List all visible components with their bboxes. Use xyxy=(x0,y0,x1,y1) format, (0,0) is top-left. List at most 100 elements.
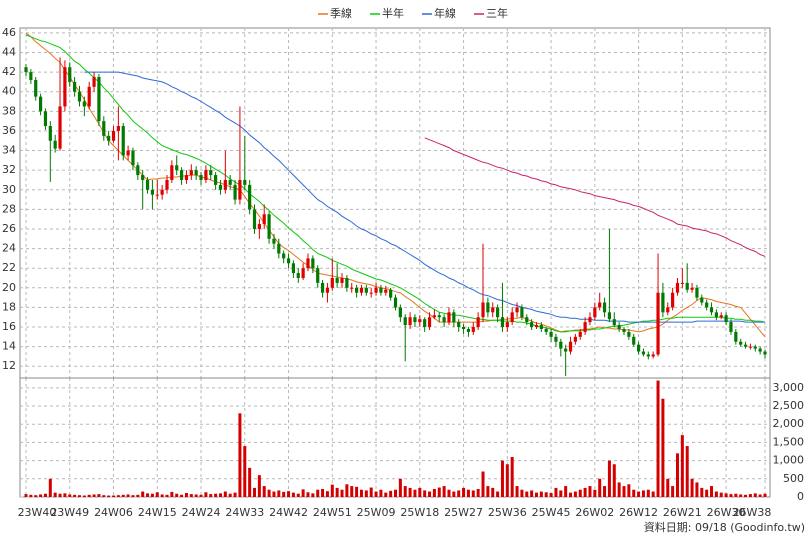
candle-body xyxy=(306,258,310,269)
candle-body xyxy=(325,287,330,293)
candle-body xyxy=(398,307,402,318)
volume-bar xyxy=(257,475,261,497)
candle-body xyxy=(714,312,718,318)
x-tick-label: 24W06 xyxy=(94,506,133,519)
volume-bar xyxy=(437,487,441,497)
candle-body xyxy=(145,179,150,190)
volume-bar xyxy=(184,492,188,497)
volume-bar xyxy=(141,491,145,497)
volume-bar xyxy=(413,489,417,497)
volume-bar xyxy=(690,478,694,497)
candle-body xyxy=(739,341,743,345)
volume-bar xyxy=(384,492,388,497)
volume-bar xyxy=(126,494,130,497)
volume-bar xyxy=(267,489,271,497)
candle-body xyxy=(53,140,57,149)
candle-body xyxy=(170,165,174,180)
x-tick-label: 24W33 xyxy=(225,506,264,519)
candle-body xyxy=(554,336,558,342)
candle-body xyxy=(607,312,612,320)
volume-bar xyxy=(218,493,222,497)
candle-body xyxy=(602,302,607,313)
y-tick-label: 24 xyxy=(2,242,16,255)
candle-body xyxy=(729,322,733,332)
volume-bar xyxy=(97,494,101,497)
volume-bar xyxy=(73,494,77,497)
candle-body xyxy=(218,184,223,190)
candle-body xyxy=(92,77,96,87)
volume-bar xyxy=(306,492,310,497)
volume-bar xyxy=(238,413,242,497)
candle-body xyxy=(116,126,120,131)
x-tick-label: 24W15 xyxy=(138,506,177,519)
volume-bar xyxy=(350,486,354,497)
volume-bar xyxy=(525,491,529,497)
candle-body xyxy=(432,315,436,318)
x-tick-label: 25W09 xyxy=(357,506,396,519)
candle-body xyxy=(330,278,334,288)
volume-bar xyxy=(48,478,52,497)
volume-bar xyxy=(530,490,534,497)
volume-bar xyxy=(34,495,38,497)
candle-body xyxy=(131,150,135,166)
y-tick-label: 30 xyxy=(2,183,16,196)
volume-bar xyxy=(24,494,28,497)
volume-bar xyxy=(277,490,281,497)
volume-bar xyxy=(447,489,451,497)
candle-body xyxy=(709,307,714,313)
candle-body xyxy=(199,175,203,180)
candle-body xyxy=(141,175,145,180)
candle-body xyxy=(73,81,77,92)
candle-body xyxy=(413,317,417,323)
y-tick-label: 2,500 xyxy=(773,399,805,412)
candle-body xyxy=(296,273,300,278)
volume-bar xyxy=(63,493,67,497)
volume-bar xyxy=(685,446,689,497)
candle-body xyxy=(320,282,325,293)
volume-bar xyxy=(199,494,203,497)
candle-body xyxy=(359,287,364,293)
candle-body xyxy=(539,325,543,329)
candle-body xyxy=(685,282,689,290)
volume-bar xyxy=(675,453,679,497)
volume-bar xyxy=(121,494,125,497)
volume-bar xyxy=(471,490,475,497)
x-tick-label: 26W38 xyxy=(733,506,772,519)
volume-bar xyxy=(262,486,266,497)
y-tick-label: 22 xyxy=(2,261,16,274)
candle-body xyxy=(656,292,660,355)
y-tick-label: 36 xyxy=(2,124,16,137)
y-tick-label: 3,000 xyxy=(773,381,805,394)
candle-body xyxy=(748,346,753,348)
candle-body xyxy=(379,287,383,293)
candle-body xyxy=(700,297,704,303)
volume-bar xyxy=(573,491,577,497)
volume-bar xyxy=(569,492,573,497)
candle-body xyxy=(403,317,407,326)
candle-body xyxy=(593,307,597,318)
volume-bar xyxy=(544,492,548,497)
candle-body xyxy=(705,302,709,308)
y-tick-label: 34 xyxy=(2,144,16,157)
candle-body xyxy=(34,79,38,97)
volume-bar xyxy=(107,495,111,497)
candle-body xyxy=(530,322,534,328)
candle-body xyxy=(82,101,86,107)
volume-bar xyxy=(214,493,218,497)
y-tick-label: 1,500 xyxy=(773,435,805,448)
volume-bar xyxy=(180,494,184,497)
candle-body xyxy=(175,165,179,171)
volume-bar xyxy=(748,494,752,497)
volume-bar xyxy=(622,486,626,497)
volume-bar xyxy=(457,490,461,497)
candle-body xyxy=(408,317,412,326)
ma-line xyxy=(424,137,766,257)
candle-body xyxy=(165,179,169,190)
candle-body xyxy=(661,292,665,313)
candle-body xyxy=(286,258,291,264)
volume-bar xyxy=(29,494,33,497)
y-tick-label: 26 xyxy=(2,222,16,235)
volume-bar xyxy=(758,494,762,497)
volume-bar xyxy=(578,489,582,497)
candle-body xyxy=(476,317,480,328)
